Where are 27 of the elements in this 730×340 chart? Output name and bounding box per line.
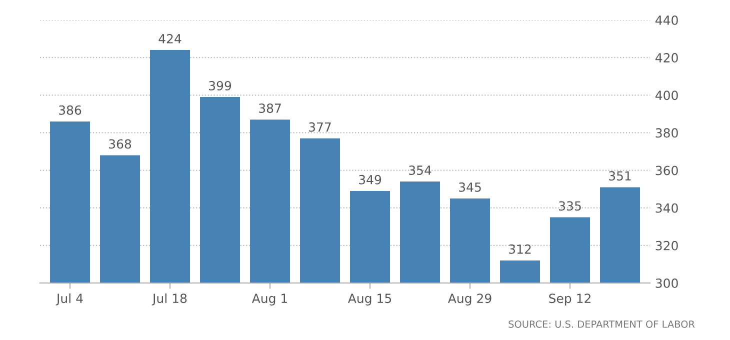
y-tick-label: 400 — [655, 90, 678, 100]
y-tick-label: 340 — [656, 203, 678, 213]
x-tick-label: Sep 12 — [549, 294, 590, 306]
data-label: 349 — [359, 174, 382, 184]
data-label: 399 — [209, 80, 232, 90]
data-label: 312 — [509, 244, 531, 254]
data-label: 351 — [609, 171, 631, 181]
y-tick-label: 320 — [656, 240, 678, 250]
y-tick-label: 420 — [655, 53, 678, 62]
data-label: 377 — [309, 122, 331, 132]
source-note: SOURCE: U.S. DEPARTMENT OF LABOR — [508, 320, 695, 328]
x-tick-label: Aug 1 — [252, 294, 288, 306]
data-label: 387 — [259, 104, 281, 113]
x-tick-label: Jul 18 — [152, 293, 187, 306]
y-tick-label: 380 — [656, 128, 678, 138]
y-tick-label: 440 — [655, 15, 678, 25]
y-tick-label: 300 — [656, 278, 678, 288]
x-tick-label: Jul 4 — [56, 293, 83, 306]
data-label: 345 — [459, 182, 481, 192]
data-label: 424 — [158, 34, 182, 44]
data-label: 335 — [559, 201, 581, 211]
x-tick-label: Aug 29 — [448, 294, 492, 306]
x-tick-label: Aug 15 — [348, 294, 392, 306]
data-label: 368 — [109, 139, 132, 149]
y-tick-label: 360 — [656, 166, 678, 176]
data-label: 354 — [409, 166, 432, 175]
data-label: 386 — [59, 105, 82, 115]
